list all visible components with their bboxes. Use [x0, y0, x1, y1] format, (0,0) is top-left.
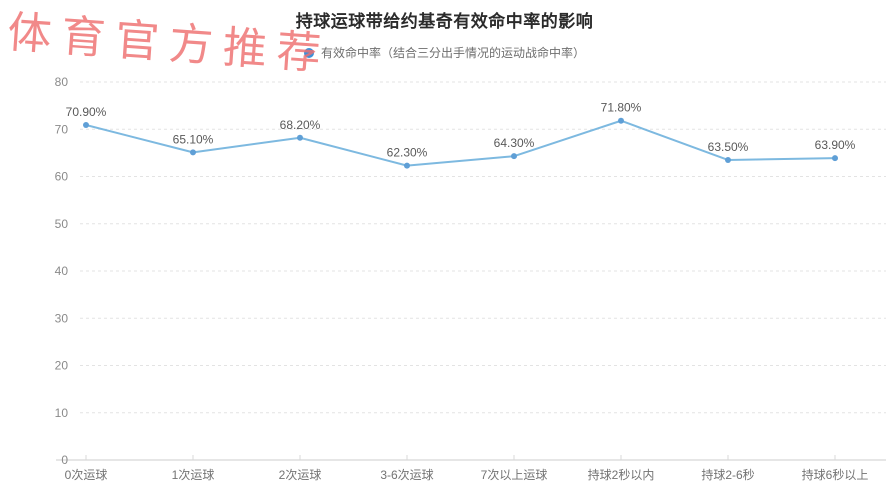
y-tick-label: 10 [55, 406, 69, 420]
x-tick-label: 0次运球 [65, 468, 108, 482]
x-tick-label: 持球2-6秒 [701, 467, 754, 482]
data-label: 65.10% [173, 132, 214, 146]
data-point[interactable] [297, 134, 303, 141]
legend-marker-icon [303, 47, 314, 58]
x-tick-label: 1次运球 [172, 468, 215, 482]
y-tick-label: 80 [55, 75, 69, 89]
data-label: 63.50% [708, 140, 749, 154]
y-tick-label: 0 [61, 453, 68, 467]
data-label: 70.90% [66, 105, 107, 119]
data-label: 68.20% [280, 118, 321, 132]
y-tick-label: 30 [55, 311, 69, 325]
data-label: 71.80% [601, 101, 642, 115]
data-point[interactable] [404, 162, 410, 169]
y-tick-label: 70 [55, 122, 69, 136]
data-label: 64.30% [494, 136, 535, 150]
x-tick-label: 2次运球 [279, 468, 322, 482]
y-tick-label: 60 [55, 170, 69, 184]
x-tick-label: 3-6次运球 [380, 468, 433, 482]
legend-label: 有效命中率（结合三分出手情况的运动战命中率） [320, 46, 585, 60]
data-point[interactable] [83, 121, 89, 128]
data-point[interactable] [190, 149, 196, 156]
data-label: 63.90% [815, 138, 856, 152]
y-tick-label: 20 [55, 359, 69, 373]
y-tick-label: 50 [55, 217, 69, 231]
data-point[interactable] [618, 117, 624, 124]
legend[interactable]: 有效命中率（结合三分出手情况的运动战命中率） [0, 44, 889, 61]
x-tick-label: 持球2秒以内 [588, 467, 655, 482]
x-tick-label: 持球6秒以上 [802, 467, 869, 482]
data-point[interactable] [725, 156, 731, 163]
data-point[interactable] [832, 155, 838, 162]
data-label: 62.30% [387, 146, 428, 160]
y-tick-label: 40 [55, 264, 69, 278]
data-point[interactable] [511, 153, 517, 160]
chart-title: 持球运球带给约基奇有效命中率的影响 [295, 12, 594, 31]
x-tick-label: 7次以上运球 [481, 468, 548, 482]
series-line [85, 119, 836, 167]
